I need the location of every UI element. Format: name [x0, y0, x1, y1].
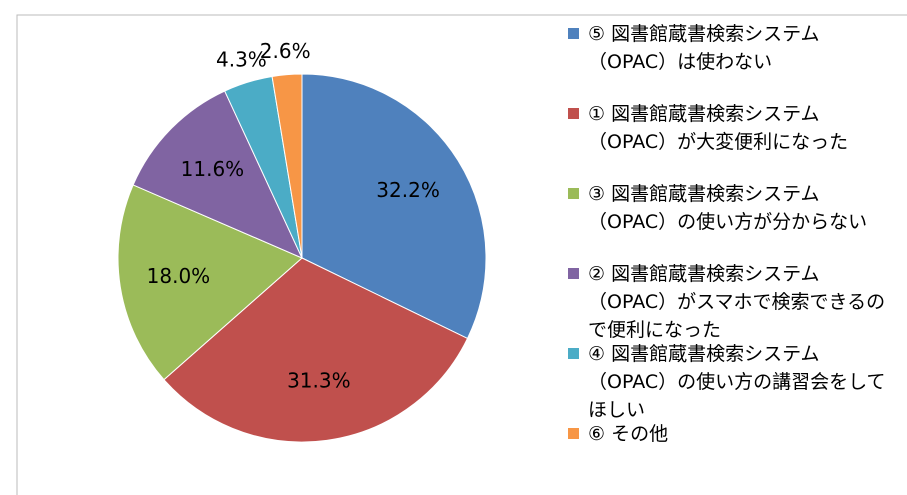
- legend-label: ① 図書館蔵書検索システム（OPAC）が大変便利になった: [588, 103, 849, 153]
- legend-swatch: [568, 108, 579, 119]
- data-label: 18.0%: [147, 264, 211, 288]
- legend-label: ⑤ 図書館蔵書検索システム（OPAC）は使わない: [588, 23, 820, 73]
- legend-label: ⑥ その他: [588, 423, 669, 445]
- legend-swatch: [568, 348, 579, 359]
- pie-slice: [132, 90, 304, 259]
- chart-frame: [16, 14, 907, 495]
- legend-swatch: [568, 28, 579, 39]
- legend-swatch: [568, 428, 579, 439]
- data-label: 2.6%: [260, 39, 311, 63]
- legend-swatch: [568, 188, 579, 199]
- pie-slice: [271, 73, 303, 259]
- pie-slice: [301, 73, 487, 340]
- pie-slice: [163, 257, 469, 443]
- data-label: 31.3%: [287, 368, 351, 392]
- data-label: 4.3%: [216, 48, 267, 72]
- legend-label: ④ 図書館蔵書検索システム（OPAC）の使い方の講習会をしてほしい: [588, 343, 886, 421]
- pie-slice: [117, 184, 303, 381]
- data-label: 11.6%: [181, 157, 245, 181]
- data-label: 32.2%: [376, 178, 440, 202]
- legend-label: ② 図書館蔵書検索システム（OPAC）がスマホで検索できるので便利になった: [588, 263, 886, 341]
- legend-label: ③ 図書館蔵書検索システム（OPAC）の使い方が分からない: [588, 183, 868, 233]
- legend-swatch: [568, 268, 579, 279]
